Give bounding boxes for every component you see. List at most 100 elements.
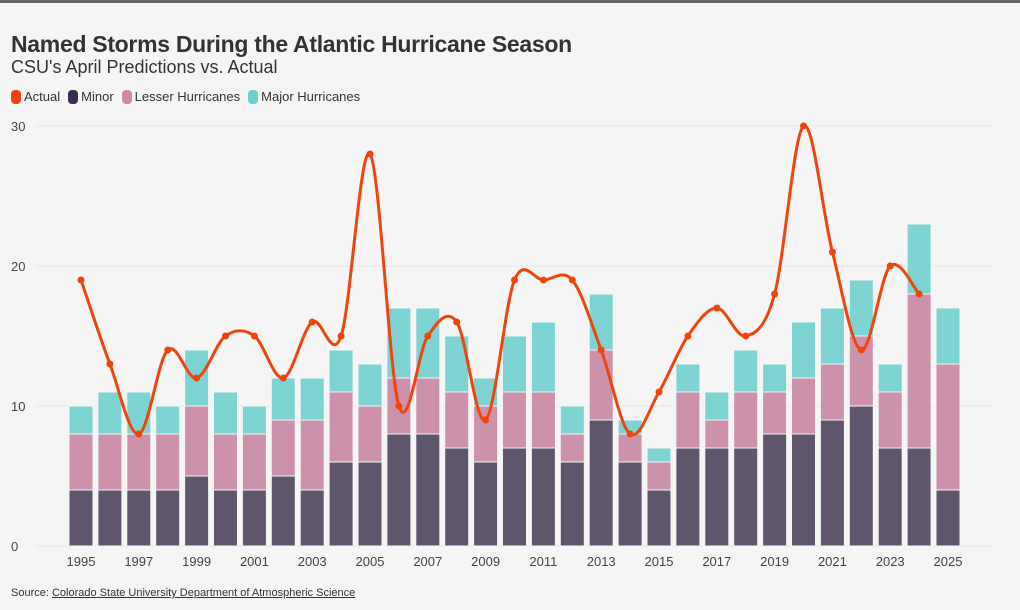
bar-major-hurricanes (762, 363, 788, 393)
bar-major-hurricanes (68, 405, 94, 435)
bar-major-hurricanes (415, 307, 441, 379)
bar-lesser-hurricanes (241, 433, 267, 491)
bar-lesser-hurricanes (473, 405, 499, 463)
bar-major-hurricanes (877, 363, 903, 393)
bar-minor (675, 447, 701, 547)
bar-major-hurricanes (791, 321, 816, 379)
bar-lesser-hurricanes (588, 349, 614, 421)
bar-lesser-hurricanes (906, 293, 932, 449)
x-tick-label: 2023 (876, 554, 905, 569)
legend-item-minor[interactable]: Minor (68, 89, 114, 104)
source-link[interactable]: Colorado State University Department of … (51, 587, 356, 599)
bar-lesser-hurricanes (530, 391, 556, 449)
bar-minor (848, 405, 874, 547)
bar-lesser-hurricanes (935, 363, 961, 491)
bar-lesser-hurricanes (675, 391, 701, 449)
actual-point (828, 248, 836, 256)
bar-lesser-hurricanes (415, 377, 441, 435)
x-axis: 1995 1997 1999 2001 2003 2005 2007 2009 2011 2013… (67, 554, 963, 569)
actual-point (800, 122, 807, 130)
actual-point (424, 332, 432, 340)
x-tick-label: 2007 (413, 554, 442, 569)
chart-title: Named Storms During the Atlantic Hurrica… (11, 31, 572, 57)
actual-point (626, 430, 634, 438)
y-tick-label: 20 (11, 259, 25, 274)
bar-minor (126, 489, 152, 547)
actual-point (279, 374, 287, 382)
actual-point (106, 360, 114, 368)
bar-minor (559, 461, 585, 547)
x-tick-label: 2019 (760, 554, 789, 569)
x-tick-label: 1997 (124, 554, 153, 569)
x-tick-label: 2003 (298, 554, 327, 569)
x-tick-label: 2011 (529, 554, 557, 569)
bar-major-hurricanes (270, 377, 296, 421)
legend-item-major-hurricanes[interactable]: Major Hurricanes (248, 89, 360, 104)
bar-minor (386, 433, 412, 547)
bar-lesser-hurricanes (704, 419, 730, 449)
actual-point (308, 318, 316, 326)
bar-major-hurricanes (935, 307, 961, 365)
bar-minor (819, 419, 845, 547)
bar-major-hurricanes (241, 405, 267, 435)
legend-item-lesser-hurricanes[interactable]: Lesser Hurricanes (121, 89, 240, 104)
bar-lesser-hurricanes (877, 391, 903, 449)
actual-point (915, 290, 923, 298)
bar-minor (241, 489, 267, 547)
bars (68, 223, 961, 547)
bar-lesser-hurricanes (733, 391, 759, 449)
x-tick-label: 2021 (818, 554, 847, 569)
x-tick-label: 2001 (240, 554, 269, 569)
bar-lesser-hurricanes (646, 461, 672, 491)
actual-point (193, 374, 201, 382)
bar-major-hurricanes (357, 363, 383, 407)
bar-minor (762, 433, 788, 547)
actual-point (742, 332, 750, 340)
actual-line (77, 122, 923, 438)
actual-point (366, 150, 374, 158)
actual-point (482, 416, 490, 424)
actual-point (250, 332, 258, 340)
bar-major-hurricanes (559, 405, 585, 435)
actual-point (337, 332, 345, 340)
bar-lesser-hurricanes (357, 405, 383, 463)
chart-subtitle: CSU's April Predictions vs. Actual (11, 57, 278, 77)
legend-item-actual[interactable]: Actual (11, 89, 60, 104)
bar-lesser-hurricanes (299, 419, 325, 491)
top-border (0, 0, 1020, 3)
bar-lesser-hurricanes (617, 433, 643, 463)
x-tick-label: 2025 (934, 554, 963, 569)
bar-minor (299, 489, 325, 547)
bar-major-hurricanes (155, 405, 181, 435)
legend-swatch-actual (11, 89, 21, 104)
bar-major-hurricanes (97, 391, 123, 435)
actual-point (222, 332, 229, 340)
actual-point (713, 304, 721, 312)
actual-point (395, 402, 403, 410)
bar-major-hurricanes (299, 377, 325, 421)
x-tick-label: 2005 (356, 554, 385, 569)
legend-swatch-minor (68, 89, 79, 104)
bar-major-hurricanes (588, 293, 614, 351)
bar-minor (473, 461, 499, 547)
actual-point (453, 318, 461, 326)
bar-lesser-hurricanes (819, 363, 845, 421)
bar-lesser-hurricanes (213, 433, 238, 491)
actual-point (857, 346, 865, 354)
actual-point (539, 276, 547, 284)
bar-minor (617, 461, 643, 547)
x-tick-label: 1995 (67, 554, 96, 569)
bar-lesser-hurricanes (328, 391, 354, 463)
bar-minor (588, 419, 614, 547)
bar-major-hurricanes (819, 307, 845, 365)
bar-lesser-hurricanes (68, 433, 94, 491)
actual-point (135, 430, 143, 438)
bar-minor (704, 447, 730, 547)
y-tick-label: 10 (11, 399, 25, 414)
bar-minor (502, 447, 527, 547)
bar-minor (906, 447, 932, 547)
bar-minor (646, 489, 672, 547)
legend-label: Major Hurricanes (261, 89, 361, 104)
x-tick-label: 2009 (471, 554, 500, 569)
